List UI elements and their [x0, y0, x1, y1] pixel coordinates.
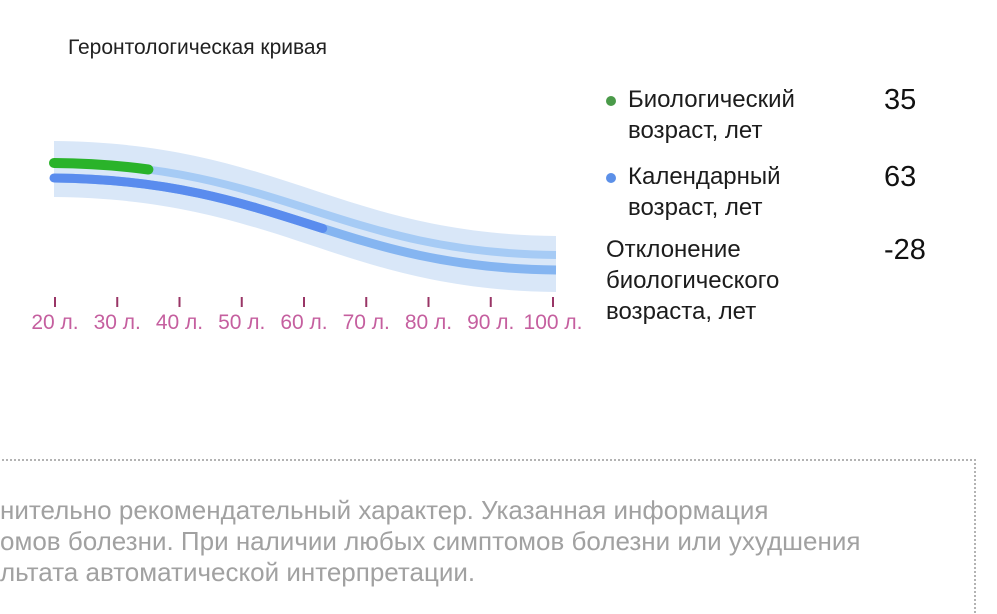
disclaimer-box: нительно рекомендательный характер. Указ…: [0, 459, 976, 614]
deviation-value: -28: [884, 234, 926, 266]
disclaimer-line: нительно рекомендательный характер. Указ…: [0, 495, 769, 525]
axis-tick-label: 30 л.: [94, 311, 141, 334]
axis-tick-label: 40 л.: [156, 311, 203, 334]
biological-age-label: Биологический возраст, лет: [628, 86, 795, 144]
biological-age-dot-icon: [606, 96, 616, 106]
axis-tick-label: 80 л.: [405, 311, 452, 334]
calendar-age-label: Календарный возраст, лет: [628, 163, 781, 221]
disclaimer-line: омов болезни. При наличии любых симптомо…: [0, 526, 861, 556]
axis-tick-label: 90 л.: [467, 311, 514, 334]
axis-tick-label: 70 л.: [343, 311, 390, 334]
calendar-age-value: 63: [884, 161, 917, 193]
axis-tick-label: 50 л.: [218, 311, 265, 334]
x-axis: 20 л. 30 л. 40 л. 50 л. 60 л. 70 л. 80 л. 90 л.…: [31, 297, 582, 334]
axis-tick-label: 20 л.: [31, 311, 78, 334]
biological-age-value: 35: [884, 84, 917, 116]
axis-tick-label: 60 л.: [280, 311, 327, 334]
calendar-age-segment: [49, 173, 561, 275]
disclaimer-line: льтата автоматической интерпретации.: [0, 557, 476, 587]
biological-age-segment: [49, 158, 561, 260]
deviation-label: Отклонение биологического возраста, лет: [606, 236, 780, 325]
axis-tick-label: 100 л.: [524, 311, 583, 334]
calendar-age-dot-icon: [606, 173, 616, 183]
gerontological-curve-chart: 20 л. 30 л. 40 л. 50 л. 60 л. 70 л. 80 л. 90 л.…: [31, 141, 582, 334]
chart-title: Геронтологическая кривая: [68, 36, 327, 59]
